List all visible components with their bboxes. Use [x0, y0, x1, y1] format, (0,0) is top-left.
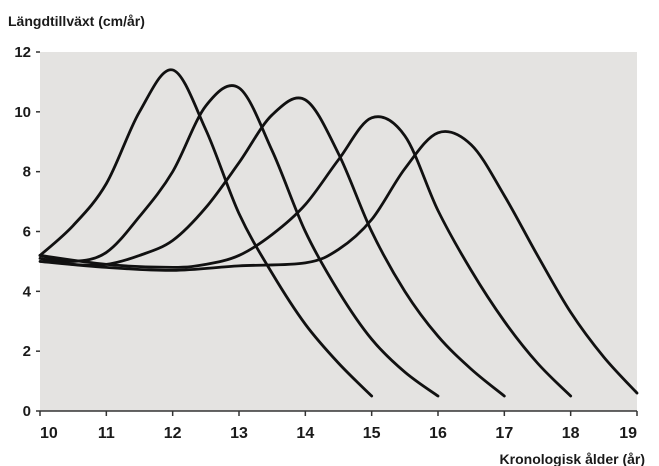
series-line-5	[38, 130, 639, 395]
series-line-3	[38, 96, 506, 398]
y-tick-label: 12	[14, 44, 31, 61]
y-tick-label: 8	[23, 164, 31, 181]
x-tick-label: 11	[98, 425, 115, 442]
plot-area	[40, 52, 637, 411]
series-line-4	[38, 115, 573, 398]
y-tick-label: 2	[23, 343, 31, 360]
x-tick-label: 14	[296, 425, 314, 442]
x-axis-ticks: 10 11 12 13 14 15 16 17 18 19	[39, 411, 638, 442]
series-line-1	[38, 68, 374, 398]
y-tick-label: 10	[14, 104, 31, 121]
y-tick-label: 4	[23, 283, 32, 300]
x-tick-label: 18	[562, 425, 580, 442]
x-axis-label: Kronologisk ålder (år)	[500, 451, 645, 466]
y-tick-label: 6	[23, 224, 31, 241]
x-tick-label: 19	[619, 425, 637, 442]
x-tick-label: 16	[429, 425, 447, 442]
y-tick-label: 0	[23, 403, 31, 420]
x-tick-label: 12	[164, 425, 182, 442]
x-tick-label: 13	[230, 425, 248, 442]
x-tick-label: 10	[40, 425, 58, 442]
series-line-2	[38, 84, 440, 398]
y-axis-label: Längdtillväxt (cm/år)	[8, 13, 145, 29]
series-group	[38, 68, 639, 398]
x-tick-label: 17	[495, 425, 513, 442]
x-tick-label: 15	[363, 425, 381, 442]
y-axis-ticks: 0 2 4 6 8 10 12	[14, 44, 40, 420]
